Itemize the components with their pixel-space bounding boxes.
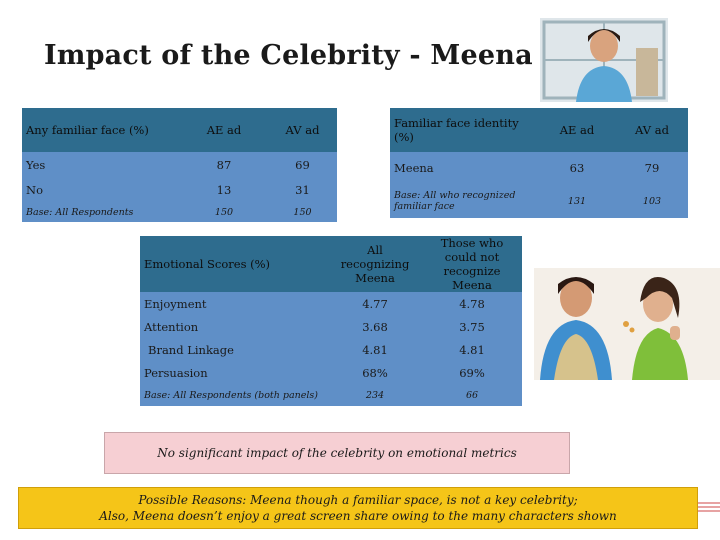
table-header-row: Any familiar face (%) AE ad AV ad: [22, 108, 337, 152]
familiar-face-identity-table: Familiar face identity (%) AE ad AV ad M…: [390, 108, 688, 218]
table-header-row: Emotional Scores (%) All recognizing Mee…: [140, 236, 522, 292]
table-row: No 13 31: [22, 177, 337, 202]
table-row: Yes 87 69: [22, 152, 337, 177]
column-header: AV ad: [635, 123, 669, 137]
column-header: Any familiar face (%): [26, 123, 149, 137]
column-header: AE ad: [559, 123, 595, 137]
row-label: Brand Linkage: [148, 342, 234, 357]
cell-value: 69%: [459, 365, 485, 380]
base-label: Base: All Respondents: [26, 206, 134, 218]
cell-value: 69: [295, 157, 310, 172]
column-header: AE ad: [206, 123, 242, 137]
decorative-lines: [698, 502, 720, 512]
row-label: Yes: [26, 157, 46, 172]
cell-value: 4.78: [459, 296, 485, 311]
column-header: AV ad: [285, 123, 320, 137]
cell-value: 4.77: [362, 296, 388, 311]
base-label: Base: All who recognized familiar face: [394, 190, 516, 212]
row-label: Attention: [144, 319, 199, 334]
cell-value: 87: [216, 157, 232, 172]
cell-value: 79: [644, 161, 660, 175]
emotional-scores-table: Emotional Scores (%) All recognizing Mee…: [140, 236, 522, 406]
column-header: Familiar face identity (%): [394, 116, 519, 144]
row-label: Persuasion: [144, 365, 208, 380]
conclusion-note: No significant impact of the celebrity o…: [104, 432, 570, 474]
base-value: 150: [293, 206, 312, 218]
page-title: Impact of the Celebrity - Meena: [44, 40, 533, 71]
base-value: 103: [642, 195, 662, 207]
table-row: Enjoyment 4.77 4.78: [140, 292, 522, 315]
cell-value: 31: [295, 182, 310, 197]
ad-characters-photo: [534, 268, 720, 380]
reasons-line-2: Also, Meena doesn’t enjoy a great screen…: [99, 509, 617, 523]
cell-value: 63: [569, 161, 585, 175]
base-label: Base: All Respondents (both panels): [144, 389, 318, 401]
base-value: 131: [567, 195, 587, 207]
base-row: Base: All Respondents (both panels) 234 …: [140, 384, 522, 406]
row-label: No: [26, 182, 43, 197]
conclusion-text: No significant impact of the celebrity o…: [157, 446, 517, 460]
base-row: Base: All who recognized familiar face 1…: [390, 184, 688, 218]
table-row: Persuasion 68% 69%: [140, 361, 522, 384]
cell-value: 4.81: [459, 342, 485, 357]
base-value: 234: [365, 389, 385, 401]
base-value: 150: [214, 206, 234, 218]
cell-value: 13: [216, 182, 232, 197]
possible-reasons-box: Possible Reasons: Meena though a familia…: [18, 487, 698, 529]
cell-value: 3.75: [459, 319, 485, 334]
cell-value: 68%: [362, 365, 388, 380]
table-header-row: Familiar face identity (%) AE ad AV ad: [390, 108, 688, 152]
column-header: Those who could not recognize Meena: [440, 236, 504, 292]
table-row: Brand Linkage 4.81 4.81: [140, 338, 522, 361]
column-header: Emotional Scores (%): [144, 257, 271, 271]
column-header: All recognizing Meena: [340, 243, 410, 285]
cell-value: 4.81: [362, 342, 388, 357]
familiar-face-table: Any familiar face (%) AE ad AV ad Yes 87…: [22, 108, 337, 222]
base-row: Base: All Respondents 150 150: [22, 202, 337, 222]
row-label: Meena: [394, 161, 434, 175]
celebrity-photo: [540, 18, 668, 102]
base-value: 66: [465, 389, 479, 401]
row-label: Enjoyment: [144, 296, 207, 311]
table-row: Meena 63 79: [390, 152, 688, 184]
reasons-line-1: Possible Reasons: Meena though a familia…: [138, 493, 578, 507]
table-row: Attention 3.68 3.75: [140, 315, 522, 338]
cell-value: 3.68: [362, 319, 388, 334]
